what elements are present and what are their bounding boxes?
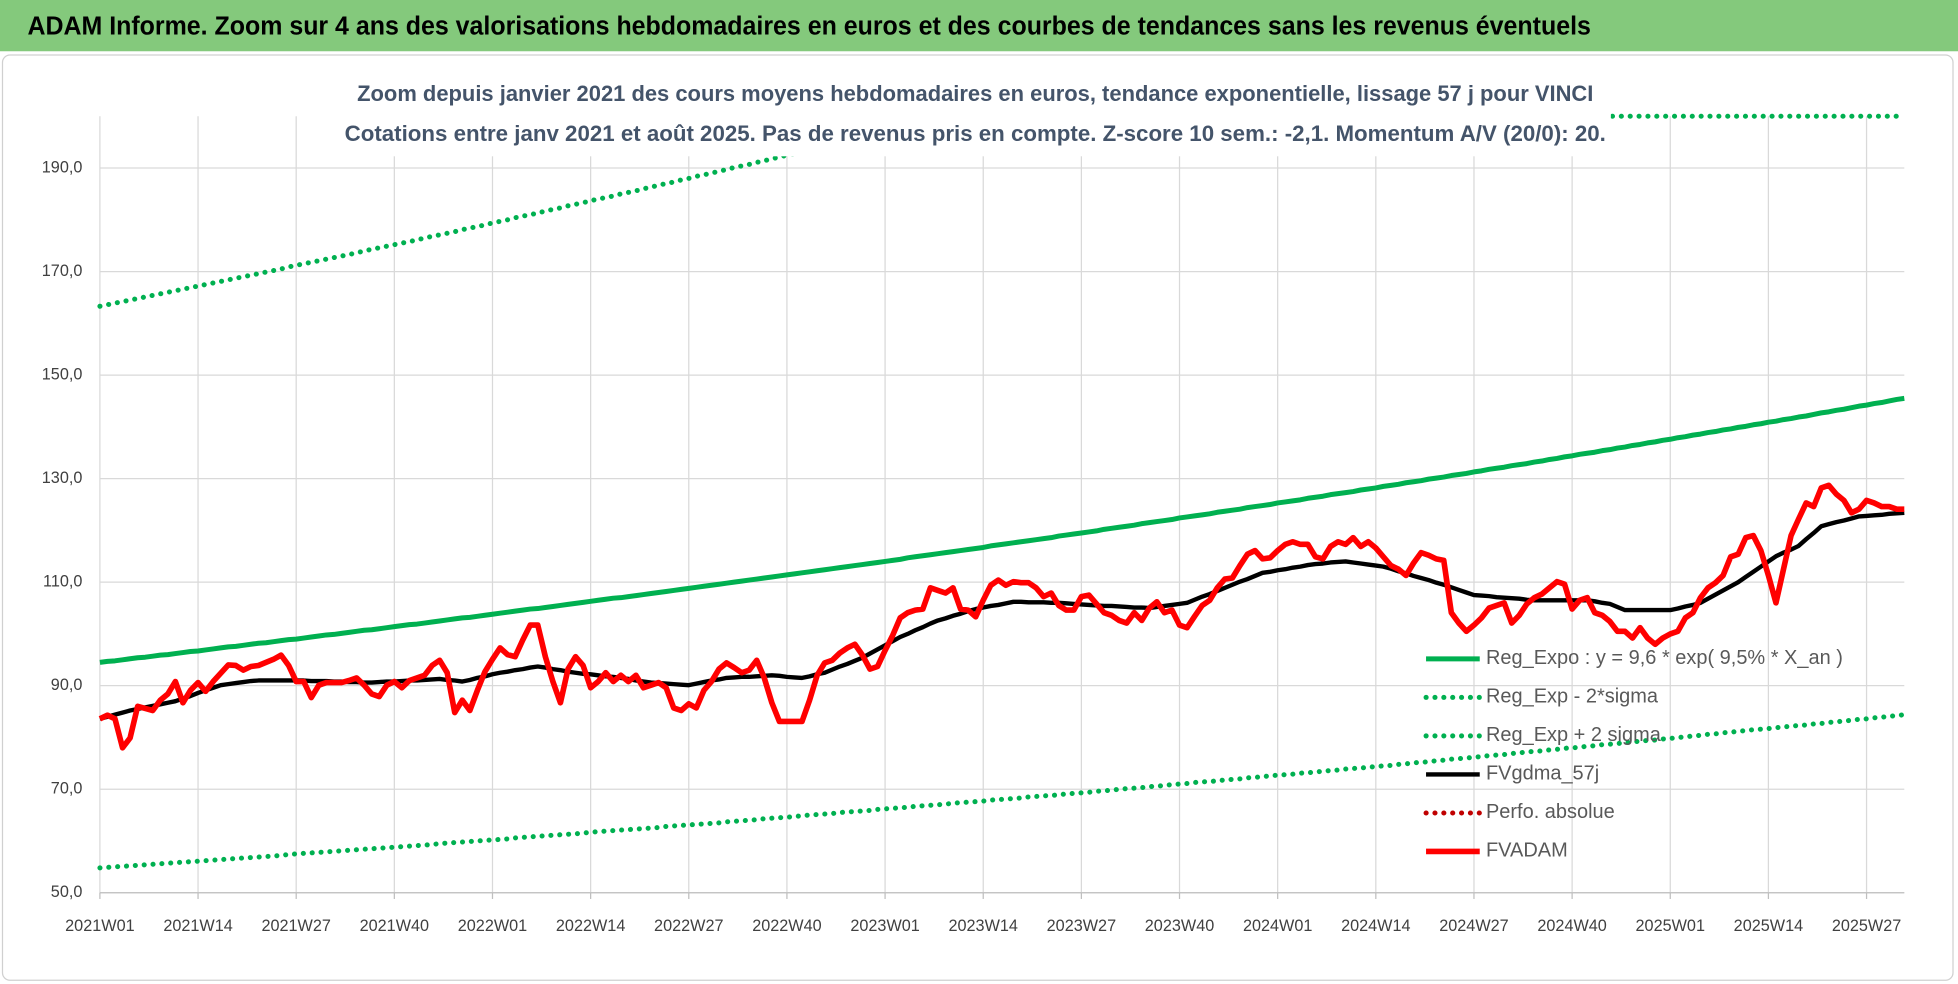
title-box [337,72,1611,157]
plot-area: 50,0 70,0 90,0 110,0 130,0 150,0 170,0 190,0 202… [42,113,1907,935]
legend-label: FVgdma_57j [1486,763,1599,785]
legend-label: Reg_Exp - 2*sigma [1486,686,1659,708]
x-tick-label: 2023W27 [1047,917,1116,935]
x-tick-label: 2024W01 [1243,917,1312,935]
legend: Reg_Expo : y = 9,6 * exp( 9,5% * X_an ) R… [1423,647,1843,862]
series-line [99,510,1905,721]
legend-label: Reg_Expo : y = 9,6 * exp( 9,5% * X_an ) [1486,647,1843,669]
y-tick-label: 70,0 [51,779,83,797]
y-tick-label: 150,0 [42,365,83,383]
x-tick-label: 2025W01 [1636,917,1705,935]
y-tick-label: 190,0 [42,158,83,176]
chart-subtitle: Cotations entre janv 2021 et août 2025. … [345,121,1606,146]
series-line [99,395,1905,665]
x-tick-label: 2024W14 [1341,917,1410,935]
legend-label: Reg_Exp + 2 sigma [1486,724,1662,746]
y-tick-label: 90,0 [51,676,83,694]
x-tick-label: 2022W40 [752,917,821,935]
x-tick-label: 2023W01 [850,917,919,935]
series-line [98,482,1905,751]
x-tick-label: 2021W40 [360,917,429,935]
y-tick-label: 110,0 [43,572,82,590]
y-tick-label: 130,0 [42,469,83,487]
x-tick-label: 2022W27 [654,917,723,935]
y-tick-label: 170,0 [42,262,83,280]
x-tick-label: 2023W40 [1145,917,1214,935]
y-tick-label: 50,0 [51,883,83,901]
x-tick-label: 2021W14 [163,917,232,935]
chart-title: Zoom depuis janvier 2021 des cours moyen… [357,81,1593,106]
series-line [97,712,1907,871]
x-tick-label: 2025W14 [1734,917,1803,935]
x-tick-label: 2023W14 [948,917,1017,935]
chart-frame [1,54,1954,981]
x-tick-label: 2022W14 [556,917,625,935]
legend-label: FVADAM [1486,840,1568,862]
header-bar [0,0,1958,52]
x-tick-label: 2025W27 [1832,917,1901,935]
x-tick-label: 2022W01 [458,917,527,935]
x-tick-label: 2021W27 [261,917,330,935]
x-tick-label: 2024W40 [1537,917,1606,935]
x-tick-label: 2024W27 [1439,917,1508,935]
x-tick-label: 2021W01 [65,917,134,935]
header-title: ADAM Informe. Zoom sur 4 ans des valoris… [27,10,1590,40]
legend-label: Perfo. absolue [1486,801,1615,823]
